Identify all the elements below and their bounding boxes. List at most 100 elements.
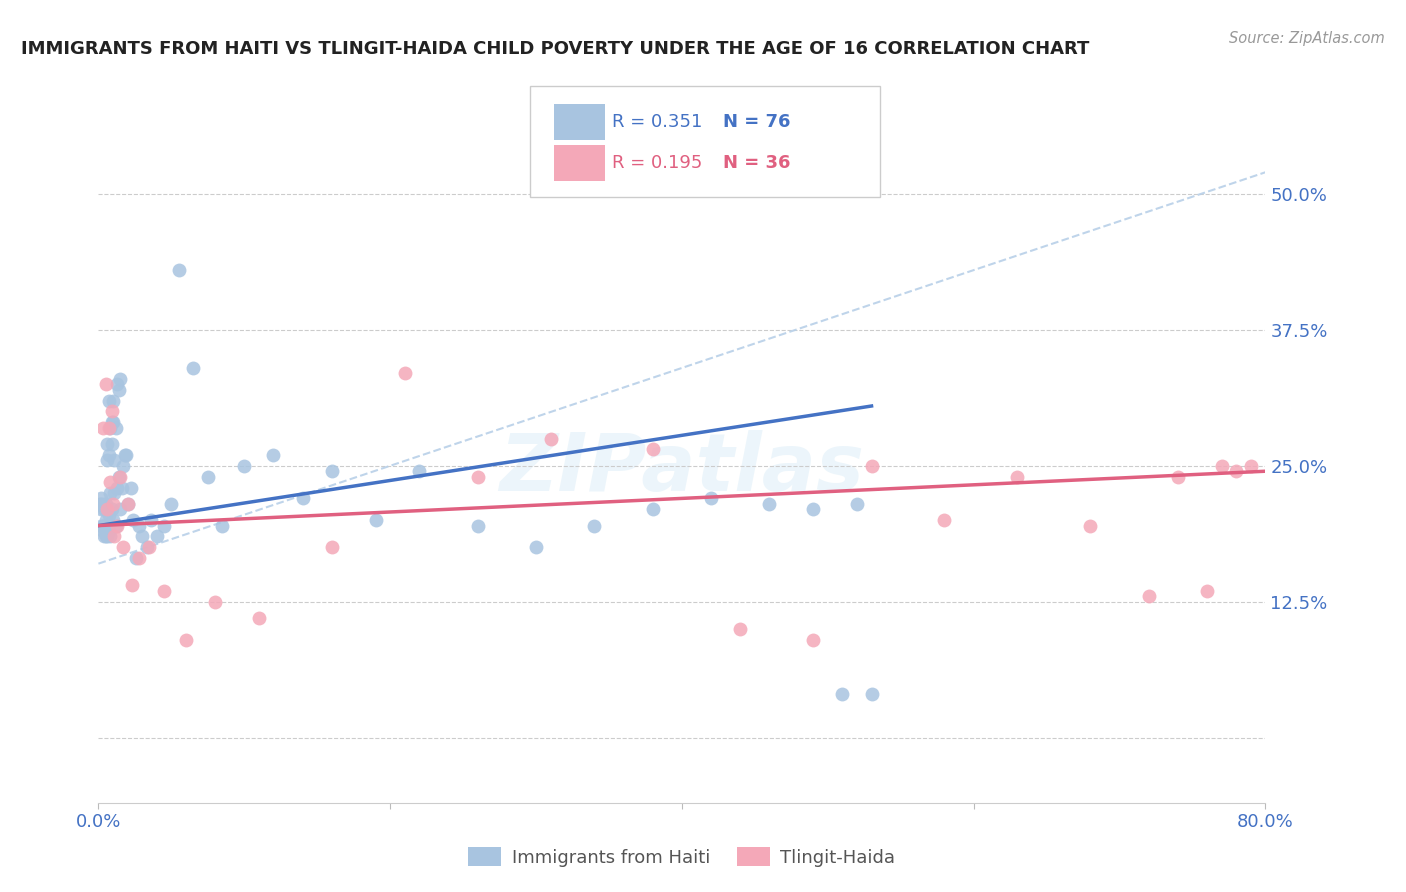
Point (1080, 518, 1102, 533)
Text: ZIPatlas: ZIPatlas (499, 430, 865, 508)
FancyBboxPatch shape (554, 103, 605, 140)
Point (583, 518, 606, 533)
Point (860, 687, 883, 701)
Point (114, 448, 136, 462)
Point (181, 360, 204, 375)
Point (801, 502, 824, 516)
Point (97, 421, 120, 435)
Point (204, 595, 226, 609)
Point (846, 497, 869, 511)
Point (98, 529, 121, 543)
Point (831, 687, 853, 701)
Point (112, 458, 135, 473)
Point (91, 524, 114, 538)
Point (128, 518, 150, 533)
Point (117, 497, 139, 511)
Point (1240, 458, 1263, 473)
Point (101, 513, 124, 527)
Point (110, 372, 132, 386)
Point (90, 518, 112, 533)
Point (98, 475, 121, 489)
Point (90, 502, 112, 516)
Point (197, 469, 219, 483)
Text: R = 0.195: R = 0.195 (612, 154, 702, 172)
Point (167, 263, 190, 277)
Point (89, 497, 111, 511)
Point (101, 415, 124, 429)
Point (100, 437, 122, 451)
Point (94, 529, 117, 543)
Point (112, 541, 135, 555)
Text: R = 0.351: R = 0.351 (612, 112, 702, 130)
Point (96, 453, 118, 467)
Text: N = 76: N = 76 (723, 112, 790, 130)
Point (94, 518, 117, 533)
Point (100, 404, 122, 418)
Point (247, 611, 270, 625)
Point (105, 518, 128, 533)
Point (321, 541, 343, 555)
Point (91, 518, 114, 533)
Point (1195, 583, 1218, 598)
Point (135, 541, 157, 555)
Point (103, 486, 125, 500)
Legend: Immigrants from Haiti, Tlingit-Haida: Immigrants from Haiti, Tlingit-Haida (461, 840, 903, 874)
Point (94, 377, 117, 392)
Point (408, 464, 430, 478)
Point (108, 469, 131, 483)
Point (1137, 589, 1160, 603)
Point (139, 513, 162, 527)
Point (394, 367, 416, 381)
Point (94, 497, 117, 511)
Point (100, 502, 122, 516)
Point (97, 508, 120, 522)
Point (128, 551, 150, 566)
Point (96, 529, 118, 543)
Point (1167, 469, 1189, 483)
Point (174, 632, 197, 647)
Point (131, 529, 153, 543)
Point (233, 458, 256, 473)
Point (467, 518, 489, 533)
Point (934, 513, 956, 527)
Point (146, 529, 169, 543)
Point (103, 453, 125, 467)
Point (91, 421, 114, 435)
Point (93, 529, 115, 543)
Point (364, 513, 387, 527)
Point (97, 393, 120, 408)
Point (90, 491, 112, 506)
Point (153, 518, 176, 533)
Point (160, 497, 183, 511)
Point (153, 583, 176, 598)
Point (641, 442, 664, 457)
Point (91, 497, 114, 511)
Point (111, 481, 134, 495)
Point (101, 393, 124, 408)
Point (98, 421, 121, 435)
Point (104, 518, 127, 533)
Point (211, 518, 233, 533)
Point (117, 497, 139, 511)
Point (98, 486, 121, 500)
FancyBboxPatch shape (530, 87, 880, 197)
Point (641, 502, 664, 516)
Point (115, 448, 138, 462)
Text: IMMIGRANTS FROM HAITI VS TLINGIT-HAIDA CHILD POVERTY UNDER THE AGE OF 16 CORRELA: IMMIGRANTS FROM HAITI VS TLINGIT-HAIDA C… (21, 40, 1090, 58)
Point (94, 513, 117, 527)
Point (89, 497, 111, 511)
Point (125, 551, 148, 566)
Point (96, 437, 118, 451)
Point (96, 502, 118, 516)
Point (262, 448, 284, 462)
Point (105, 481, 128, 495)
Point (700, 491, 723, 506)
FancyBboxPatch shape (554, 145, 605, 181)
Point (97, 524, 120, 538)
Point (93, 518, 115, 533)
Point (110, 469, 132, 483)
Point (758, 497, 780, 511)
Point (540, 432, 562, 446)
Point (105, 377, 128, 392)
Point (97, 448, 120, 462)
